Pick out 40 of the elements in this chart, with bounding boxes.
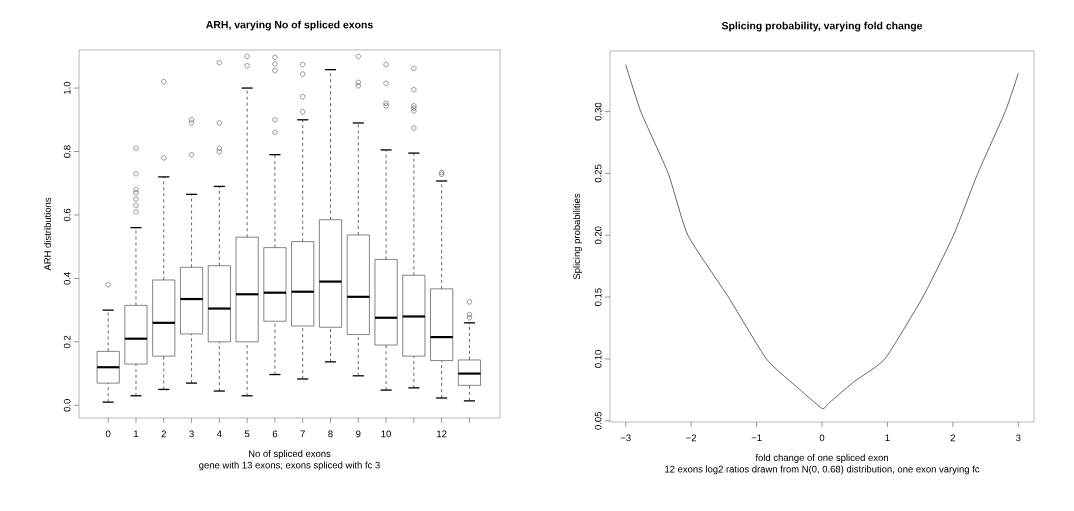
- x-tick-label: 9: [356, 430, 361, 438]
- chart-title: Splicing probability, varying fold change: [721, 21, 923, 32]
- y-tick-label: 0.05: [594, 411, 602, 430]
- x-tick-label: 12: [437, 430, 447, 438]
- y-tick-label: 0.15: [594, 288, 602, 306]
- x-tick-label: −1: [751, 434, 762, 442]
- x-tick-label: 10: [381, 430, 391, 438]
- x-tick-label: 2: [161, 430, 166, 438]
- y-tick-label: 0.30: [594, 102, 602, 121]
- y-tick-label: 0.0: [63, 399, 71, 412]
- y-tick-label: 0.25: [594, 164, 602, 183]
- y-tick-label: 1.0: [63, 81, 71, 94]
- text: gene with 13 exons; exons spliced with fc 3: [199, 461, 380, 471]
- x-axis-title: fold change of one spliced exon: [755, 454, 888, 463]
- x-tick-label: 4: [216, 430, 222, 438]
- x-tick-label: 1: [134, 430, 139, 438]
- y-axis-title: Splicing probabilities: [573, 193, 582, 280]
- x-tick-label: 7: [300, 430, 305, 438]
- y-axis-title: ARH distributions: [43, 197, 51, 271]
- chart-title: ARH, varying No of spliced exons: [206, 20, 373, 31]
- x-tick-label: 3: [189, 430, 194, 438]
- x-tick-label: 0: [105, 430, 111, 438]
- x-tick-label: 8: [328, 430, 333, 438]
- x-tick-label: 6: [272, 430, 278, 438]
- x-tick-label: 0: [819, 434, 825, 442]
- y-tick-label: 0.2: [63, 335, 71, 349]
- y-tick-label: 0.8: [63, 145, 71, 158]
- text: 12 exons log2 ratios drawn from N(0, 0.68) distribution, one exon varying fc: [665, 465, 980, 475]
- x-tick-label: 2: [950, 434, 956, 442]
- x-tick-label: −3: [620, 434, 631, 442]
- x-tick-label: 1: [885, 434, 890, 442]
- y-tick-label: 0.20: [594, 226, 602, 245]
- y-tick-label: 0.10: [594, 350, 602, 368]
- x-axis-title: No of spliced exons: [248, 450, 331, 459]
- line-series: [625, 64, 1019, 409]
- y-tick-label: 0.4: [63, 272, 71, 285]
- x-tick-label: 5: [244, 430, 250, 438]
- x-tick-label: −2: [686, 434, 697, 442]
- x-tick-label: 3: [1016, 434, 1021, 442]
- y-tick-label: 0.6: [63, 208, 71, 222]
